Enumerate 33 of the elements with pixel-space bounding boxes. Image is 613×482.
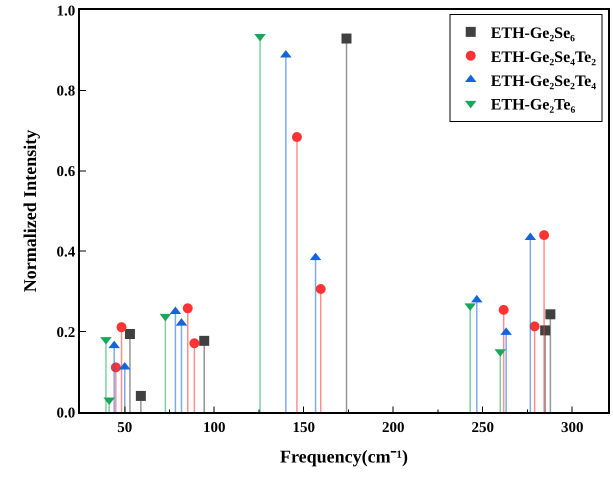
legend-label: ETH-Ge₂Se₆ [490, 25, 576, 42]
point [182, 303, 193, 314]
x-axis-title: Frequency(cm⁻¹) [280, 446, 408, 466]
x-tick-label: 250 [471, 420, 494, 436]
point [136, 390, 146, 401]
y-tick-label: 0.8 [56, 84, 76, 100]
x-tick-label: 50 [117, 420, 132, 436]
point [110, 362, 121, 372]
point [539, 230, 550, 240]
y-tick-label: 0.6 [56, 164, 76, 180]
x-tick-label: 200 [382, 420, 404, 436]
point [199, 336, 210, 346]
y-axis-title: Normalized Intensity [20, 130, 40, 292]
point [540, 325, 550, 336]
legend-label: ETH-Ge₂Te₆ [490, 96, 576, 114]
point [124, 329, 135, 340]
x-tick-label: 300 [560, 420, 584, 436]
point [116, 322, 127, 332]
point [498, 304, 509, 315]
legend-label: ETH-Ge₂Se₂Te₄ [490, 72, 596, 90]
point [530, 321, 540, 332]
point [316, 284, 326, 294]
y-tick-label: 1.0 [56, 3, 76, 20]
legend-label: ETH-Ge₂Se₄Te₂ [490, 48, 596, 66]
point [292, 132, 302, 142]
y-tick-label: 0.4 [56, 244, 76, 260]
y-tick-label: 0.0 [56, 405, 76, 422]
point [545, 309, 556, 320]
x-tick-label: 100 [202, 420, 226, 436]
x-tick-label: 150 [292, 420, 315, 436]
point [342, 34, 352, 44]
point [189, 338, 200, 348]
y-tick-label: 0.2 [56, 324, 76, 341]
